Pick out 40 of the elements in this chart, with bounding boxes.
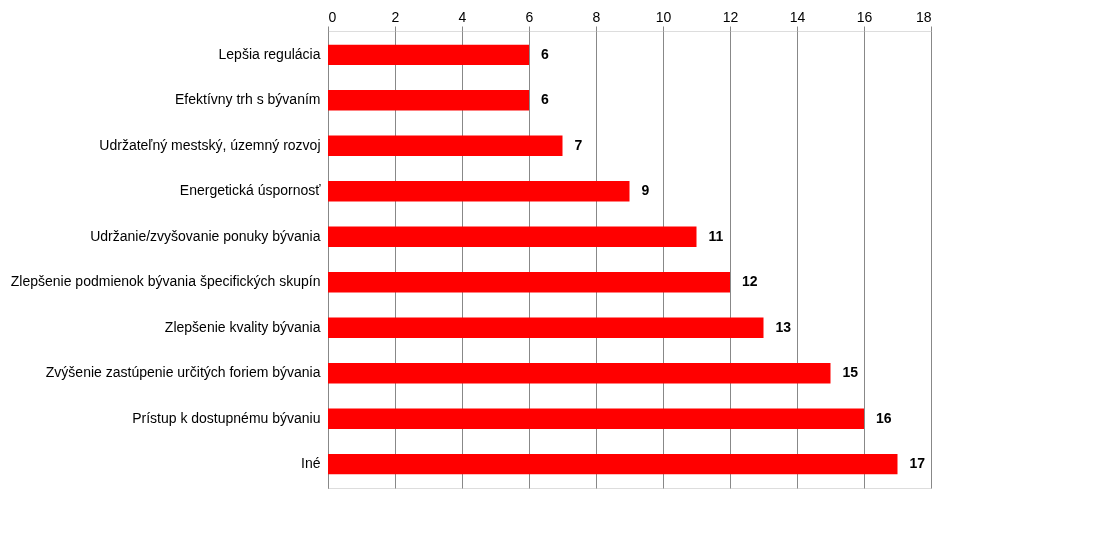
x-tick-label: 12 [722, 8, 739, 25]
bar [328, 453, 898, 475]
data-label: 6 [541, 91, 549, 108]
bar [328, 181, 630, 202]
y-tick-label: Energetická úspornosť [179, 182, 322, 199]
y-tick-label: Zlepšenie kvality bývania [164, 318, 321, 335]
bar [328, 408, 864, 429]
y-tick-label: Lepšia regulácia [218, 45, 321, 62]
data-label: 17 [909, 455, 926, 472]
data-label: 13 [775, 318, 792, 335]
bar [328, 317, 764, 338]
x-tick-label: 18 [915, 8, 932, 25]
data-label: 9 [641, 182, 650, 199]
data-label: 7 [574, 136, 583, 153]
data-label: 11 [708, 227, 724, 244]
data-label: 12 [742, 273, 758, 290]
data-label: 6 [541, 45, 549, 62]
y-tick-label: Iné [301, 455, 321, 472]
x-tick-label: 10 [655, 8, 672, 25]
x-tick-label: 6 [525, 8, 534, 25]
y-tick-label: Udržanie/zvyšovanie ponuky bývania [90, 227, 321, 244]
x-tick-label: 2 [391, 8, 400, 25]
bar [328, 90, 529, 111]
bar [328, 272, 730, 293]
y-tick-label: Prístup k dostupnému bývaniu [132, 409, 321, 426]
x-tick-label: 8 [592, 8, 601, 25]
x-tick-label: 4 [458, 8, 467, 25]
y-tick-label: Zvýšenie zastúpenie určitých foriem bývania [45, 364, 321, 381]
y-tick-label: Zlepšenie podmienok bývania špecifických skupín [10, 273, 321, 290]
x-tick-label: 0 [328, 8, 337, 25]
bar [328, 226, 697, 247]
bar [328, 135, 563, 157]
bar [328, 44, 529, 66]
data-label: 16 [876, 409, 892, 426]
bar [328, 362, 831, 384]
x-tick-label: 16 [856, 8, 873, 25]
x-tick-label: 14 [789, 8, 806, 25]
data-label: 15 [842, 364, 859, 381]
y-tick-label: Efektívny trh s bývaním [175, 91, 321, 108]
y-tick-label: Udržateľný mestský, územný rozvoj [99, 136, 321, 153]
